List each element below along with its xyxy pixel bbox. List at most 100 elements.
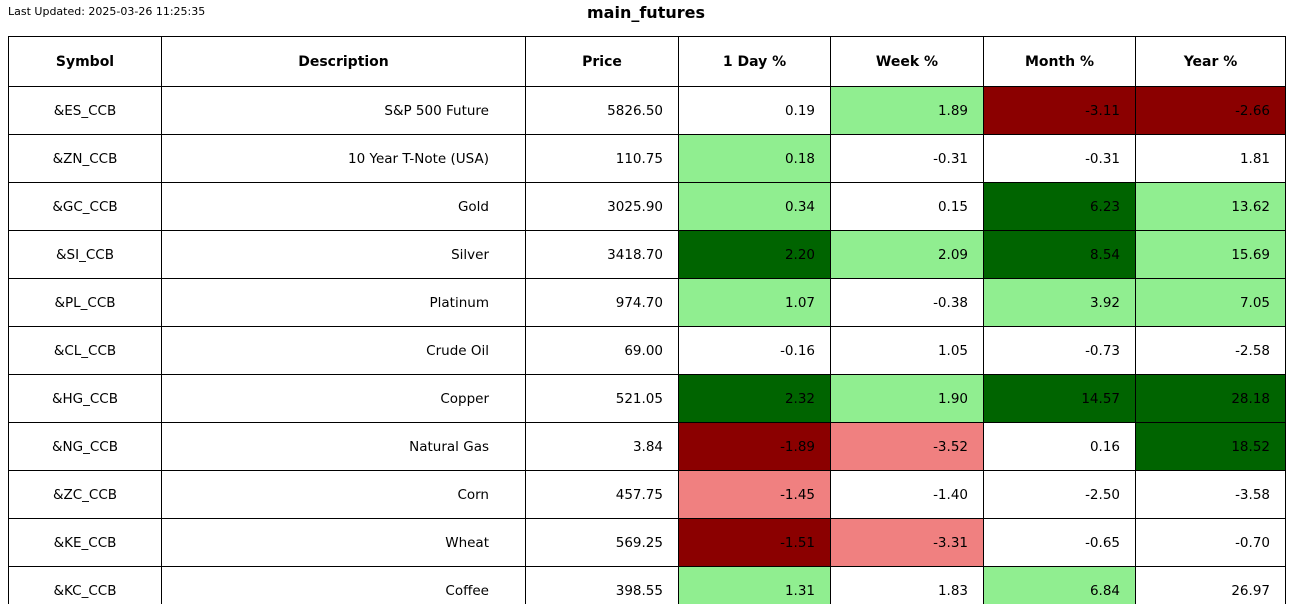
cell-month-pct: -0.31 [983, 134, 1136, 183]
cell-year-pct: 26.97 [1135, 566, 1286, 604]
table-row: &CL_CCB Crude Oil 69.00 -0.16 1.05 -0.73… [8, 326, 1286, 375]
cell-price: 974.70 [525, 278, 679, 327]
cell-1day-pct: -1.45 [678, 470, 831, 519]
cell-symbol: &GC_CCB [8, 182, 162, 231]
table-row: &NG_CCB Natural Gas 3.84 -1.89 -3.52 0.1… [8, 422, 1286, 471]
header-row: Symbol Description Price 1 Day % Week % Month… [8, 36, 1286, 87]
cell-price: 5826.50 [525, 86, 679, 135]
column-header-day1: 1 Day % [678, 36, 831, 87]
cell-1day-pct: 1.31 [678, 566, 831, 604]
cell-month-pct: 6.23 [983, 182, 1136, 231]
cell-description: Platinum [161, 278, 526, 327]
cell-year-pct: 13.62 [1135, 182, 1286, 231]
cell-price: 3418.70 [525, 230, 679, 279]
table-row: &KE_CCB Wheat 569.25 -1.51 -3.31 -0.65 -… [8, 518, 1286, 567]
cell-price: 569.25 [525, 518, 679, 567]
cell-year-pct: -2.66 [1135, 86, 1286, 135]
cell-description: S&P 500 Future [161, 86, 526, 135]
cell-month-pct: -3.11 [983, 86, 1136, 135]
cell-symbol: &ES_CCB [8, 86, 162, 135]
cell-week-pct: -3.31 [830, 518, 984, 567]
cell-price: 3025.90 [525, 182, 679, 231]
cell-symbol: &KC_CCB [8, 566, 162, 604]
column-header-description: Description [161, 36, 526, 87]
column-header-week: Week % [830, 36, 984, 87]
cell-year-pct: -2.58 [1135, 326, 1286, 375]
table-row: &SI_CCB Silver 3418.70 2.20 2.09 8.54 15… [8, 230, 1286, 279]
cell-description: Natural Gas [161, 422, 526, 471]
cell-1day-pct: -1.51 [678, 518, 831, 567]
cell-description: Silver [161, 230, 526, 279]
cell-description: Copper [161, 374, 526, 423]
cell-week-pct: -0.38 [830, 278, 984, 327]
page-title: main_futures [587, 3, 705, 22]
cell-year-pct: 15.69 [1135, 230, 1286, 279]
cell-symbol: &SI_CCB [8, 230, 162, 279]
cell-price: 3.84 [525, 422, 679, 471]
cell-symbol: &ZN_CCB [8, 134, 162, 183]
cell-week-pct: -0.31 [830, 134, 984, 183]
cell-week-pct: -1.40 [830, 470, 984, 519]
cell-year-pct: -3.58 [1135, 470, 1286, 519]
column-header-month: Month % [983, 36, 1136, 87]
cell-1day-pct: 1.07 [678, 278, 831, 327]
cell-month-pct: -0.65 [983, 518, 1136, 567]
cell-description: Wheat [161, 518, 526, 567]
column-header-symbol: Symbol [8, 36, 162, 87]
cell-year-pct: -0.70 [1135, 518, 1286, 567]
table-row: &ZC_CCB Corn 457.75 -1.45 -1.40 -2.50 -3… [8, 470, 1286, 519]
last-updated-label: Last Updated: 2025-03-26 11:25:35 [8, 5, 206, 18]
cell-week-pct: -3.52 [830, 422, 984, 471]
cell-1day-pct: 0.19 [678, 86, 831, 135]
cell-description: 10 Year T-Note (USA) [161, 134, 526, 183]
cell-symbol: &KE_CCB [8, 518, 162, 567]
cell-month-pct: -0.73 [983, 326, 1136, 375]
cell-week-pct: 1.90 [830, 374, 984, 423]
cell-1day-pct: -0.16 [678, 326, 831, 375]
cell-week-pct: 2.09 [830, 230, 984, 279]
cell-description: Crude Oil [161, 326, 526, 375]
column-header-year: Year % [1135, 36, 1286, 87]
cell-price: 69.00 [525, 326, 679, 375]
cell-week-pct: 0.15 [830, 182, 984, 231]
cell-price: 521.05 [525, 374, 679, 423]
cell-1day-pct: 0.18 [678, 134, 831, 183]
cell-year-pct: 18.52 [1135, 422, 1286, 471]
cell-description: Gold [161, 182, 526, 231]
futures-table: Symbol Description Price 1 Day % Week % Month… [8, 36, 1286, 604]
cell-year-pct: 28.18 [1135, 374, 1286, 423]
cell-week-pct: 1.89 [830, 86, 984, 135]
cell-price: 398.55 [525, 566, 679, 604]
cell-week-pct: 1.05 [830, 326, 984, 375]
cell-symbol: &NG_CCB [8, 422, 162, 471]
cell-week-pct: 1.83 [830, 566, 984, 604]
cell-symbol: &HG_CCB [8, 374, 162, 423]
table-row: &ZN_CCB 10 Year T-Note (USA) 110.75 0.18… [8, 134, 1286, 183]
cell-description: Corn [161, 470, 526, 519]
cell-symbol: &CL_CCB [8, 326, 162, 375]
column-header-price: Price [525, 36, 679, 87]
cell-price: 457.75 [525, 470, 679, 519]
cell-year-pct: 7.05 [1135, 278, 1286, 327]
cell-1day-pct: 2.32 [678, 374, 831, 423]
cell-1day-pct: 0.34 [678, 182, 831, 231]
cell-symbol: &ZC_CCB [8, 470, 162, 519]
table-row: &PL_CCB Platinum 974.70 1.07 -0.38 3.92 … [8, 278, 1286, 327]
cell-year-pct: 1.81 [1135, 134, 1286, 183]
cell-1day-pct: 2.20 [678, 230, 831, 279]
cell-month-pct: 3.92 [983, 278, 1136, 327]
cell-month-pct: 0.16 [983, 422, 1136, 471]
cell-description: Coffee [161, 566, 526, 604]
cell-month-pct: 6.84 [983, 566, 1136, 604]
table-row: &ES_CCB S&P 500 Future 5826.50 0.19 1.89… [8, 86, 1286, 135]
table-body: &ES_CCB S&P 500 Future 5826.50 0.19 1.89… [8, 86, 1286, 604]
cell-price: 110.75 [525, 134, 679, 183]
cell-1day-pct: -1.89 [678, 422, 831, 471]
cell-month-pct: 14.57 [983, 374, 1136, 423]
cell-month-pct: -2.50 [983, 470, 1136, 519]
cell-month-pct: 8.54 [983, 230, 1136, 279]
table-row: &HG_CCB Copper 521.05 2.32 1.90 14.57 28… [8, 374, 1286, 423]
cell-symbol: &PL_CCB [8, 278, 162, 327]
table-row: &KC_CCB Coffee 398.55 1.31 1.83 6.84 26.… [8, 566, 1286, 604]
